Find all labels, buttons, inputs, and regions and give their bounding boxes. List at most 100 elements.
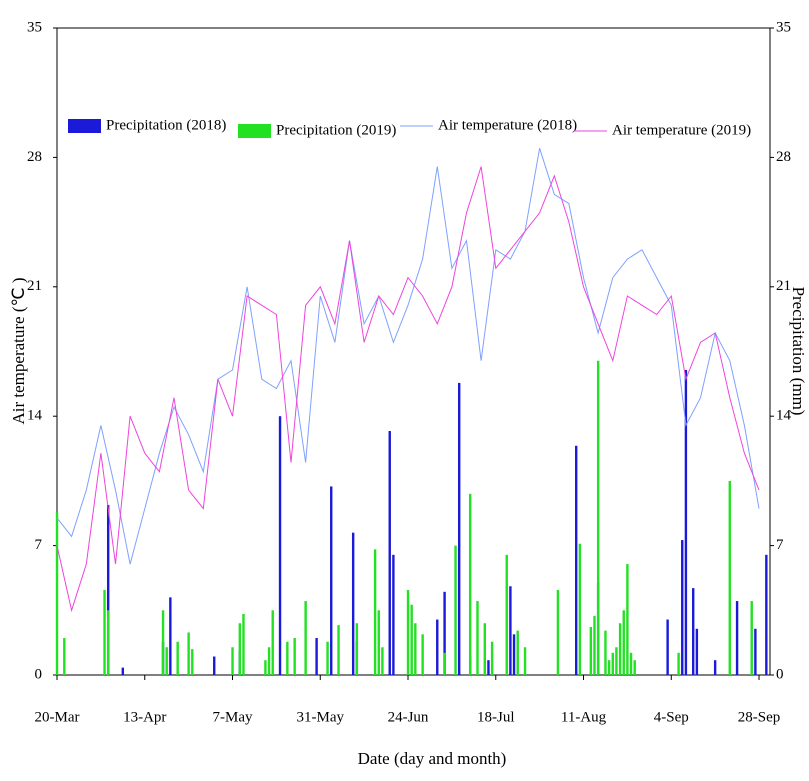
- bar: [750, 601, 753, 675]
- x-tick-label: 24-Jun: [388, 709, 429, 725]
- bar: [765, 554, 768, 675]
- bar: [271, 610, 274, 675]
- bar: [589, 626, 593, 675]
- y2-axis-label: Precipitation (mm): [789, 287, 808, 416]
- bar: [330, 486, 333, 675]
- bar: [421, 634, 424, 675]
- y2-tick-label: 0: [776, 666, 784, 682]
- bar: [677, 652, 680, 675]
- y-tick-label: 7: [35, 537, 43, 553]
- x-tick-label: 11-Aug: [561, 709, 607, 725]
- bar: [187, 632, 190, 675]
- bar: [436, 619, 439, 675]
- bar: [165, 647, 168, 675]
- bar: [476, 601, 479, 675]
- bar: [121, 667, 125, 675]
- bar: [388, 430, 391, 675]
- bar: [516, 630, 519, 675]
- bar: [681, 540, 684, 675]
- bar: [293, 638, 296, 675]
- bar: [728, 480, 731, 675]
- x-tick-label: 20-Mar: [35, 709, 80, 725]
- bar: [267, 647, 271, 675]
- bar: [414, 623, 417, 675]
- bar: [304, 601, 307, 675]
- bar: [556, 589, 560, 675]
- bar: [607, 660, 611, 675]
- bar: [443, 652, 446, 675]
- bar: [596, 360, 600, 675]
- bar: [454, 545, 457, 675]
- bar: [575, 445, 578, 675]
- bar: [213, 656, 216, 675]
- bar: [106, 504, 110, 675]
- bar: [487, 660, 490, 675]
- bar: [611, 652, 614, 675]
- y-tick-label: 21: [27, 278, 42, 294]
- bar: [618, 623, 622, 675]
- bar: [264, 660, 267, 675]
- bar: [692, 588, 695, 675]
- bar: [326, 641, 329, 675]
- bar: [351, 532, 355, 675]
- line: [56, 166, 760, 613]
- x-tick-label: 31-May: [297, 709, 345, 725]
- bar: [615, 647, 618, 675]
- bar: [483, 623, 486, 675]
- bar: [103, 589, 106, 675]
- bar: [242, 613, 245, 675]
- bar: [633, 660, 636, 675]
- legend-swatch: [68, 119, 101, 133]
- y2-tick-label: 35: [776, 19, 791, 35]
- bar: [695, 628, 699, 675]
- y2-tick-label: 28: [776, 149, 791, 165]
- bar: [315, 638, 318, 675]
- bar: [458, 382, 461, 675]
- bar: [713, 660, 717, 675]
- bar: [355, 623, 359, 675]
- y-tick-label: 0: [35, 666, 43, 682]
- bar: [410, 604, 413, 675]
- bar: [406, 589, 410, 675]
- bar: [377, 610, 380, 675]
- bar: [629, 652, 633, 675]
- bar: [443, 591, 446, 675]
- legend-label: Precipitation (2019): [276, 122, 396, 138]
- bar: [604, 630, 607, 675]
- bar: [373, 549, 377, 675]
- bar: [754, 628, 757, 675]
- bar: [593, 615, 596, 675]
- bar: [191, 649, 194, 675]
- x-axis-label: Date (day and month): [358, 749, 507, 768]
- x-tick-label: 13-Apr: [123, 709, 166, 725]
- y2-tick-label: 14: [776, 408, 792, 424]
- y-tick-label: 28: [27, 149, 42, 165]
- bar: [176, 641, 179, 675]
- bar: [392, 554, 395, 675]
- y-axis-label: Air temperature (℃ ): [9, 278, 28, 425]
- legend-label: Air temperature (2019): [612, 122, 751, 138]
- bar: [578, 543, 582, 675]
- bar: [238, 623, 242, 675]
- bar: [622, 610, 625, 675]
- bar: [626, 564, 629, 675]
- bar: [490, 641, 494, 675]
- y2-tick-label: 7: [776, 537, 784, 553]
- bar: [286, 641, 289, 675]
- bar: [523, 647, 527, 675]
- x-tick-label: 18-Jul: [477, 709, 515, 725]
- bar: [666, 619, 669, 675]
- bar: [231, 647, 234, 675]
- bar: [381, 647, 384, 675]
- y-tick-label: 35: [27, 19, 42, 35]
- bar: [161, 610, 165, 675]
- x-tick-label: 28-Sep: [738, 709, 781, 725]
- legend-label: Air temperature (2018): [438, 117, 577, 133]
- bar: [468, 493, 472, 675]
- bar: [278, 416, 282, 675]
- y2-tick-label: 21: [776, 278, 791, 294]
- bar: [512, 634, 516, 675]
- bar: [169, 597, 172, 675]
- x-tick-label: 4-Sep: [654, 709, 689, 725]
- bar: [55, 512, 59, 675]
